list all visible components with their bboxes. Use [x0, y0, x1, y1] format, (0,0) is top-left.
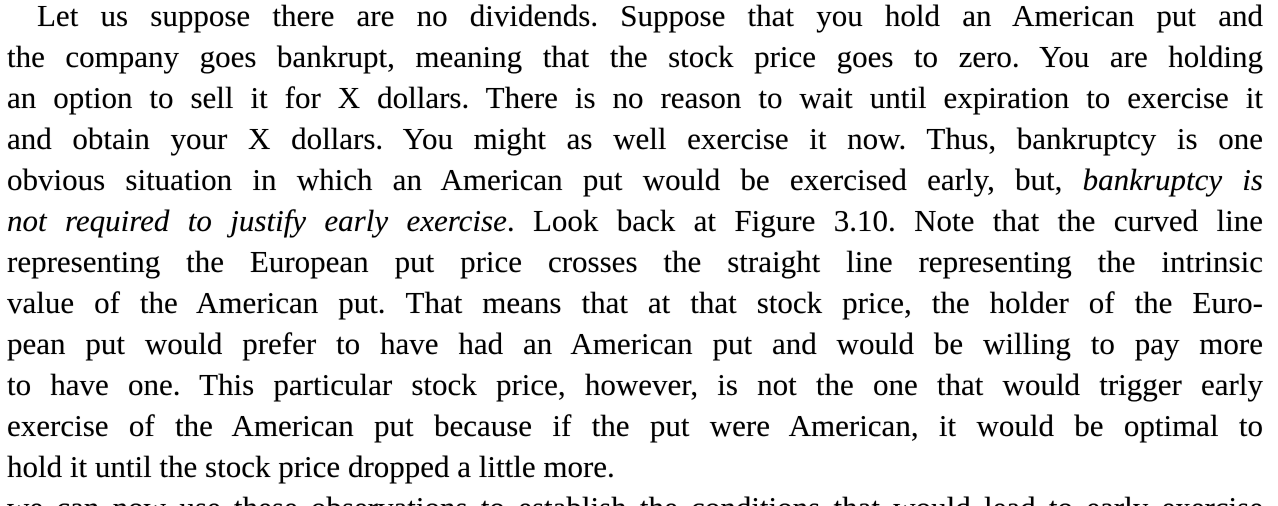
highlighted-text-line: hold it until the stock price dropped a … [7, 446, 1263, 487]
highlighted-text-segment: That means that at that stock price, the… [405, 285, 1263, 320]
highlighted-text-line: pean put would prefer to have had an Ame… [2, 323, 1273, 375]
text-line: value of the American put. That means th… [7, 282, 1263, 323]
text-segment: representing the European put price cros… [7, 244, 1263, 279]
highlighted-text-segment: exercise of the American put because if … [7, 408, 1263, 443]
text-segment: Let us suppose there are no dividends. S… [37, 0, 1263, 33]
text-line: Let us suppose there are no dividends. S… [7, 0, 1263, 36]
text-line: representing the European put price cros… [7, 241, 1263, 282]
text-segment: . Look back at Figure 3.10. Note that th… [506, 203, 1263, 238]
text-segment: obvious situation in which an American p… [7, 162, 1083, 197]
italic-text-segment: bankruptcy is [1082, 162, 1263, 197]
italic-text-segment: not required to justify early exercise [7, 203, 507, 238]
highlighted-text-line: to have one. This particular stock price… [2, 364, 1273, 416]
highlighted-text-segment: hold it until the stock price dropped a … [7, 449, 615, 484]
text-line: obvious situation in which an American p… [7, 159, 1263, 200]
text-line: not required to justify early exercise. … [7, 200, 1263, 241]
text-segment: we can now use these observations to est… [7, 490, 1263, 506]
text-line: and obtain your X dollars. You might as … [7, 118, 1263, 159]
highlighted-text-segment: to have one. This particular stock price… [7, 367, 1263, 402]
text-segment: and obtain your X dollars. You might as … [7, 121, 1263, 156]
text-line: an option to sell it for X dollars. Ther… [7, 77, 1263, 118]
highlighted-text-segment: pean put would prefer to have had an Ame… [7, 326, 1263, 361]
text-segment: the company goes bankrupt, meaning that … [7, 39, 1263, 74]
text-line: the company goes bankrupt, meaning that … [7, 36, 1263, 77]
text-segment: an option to sell it for X dollars. Ther… [7, 80, 1263, 115]
text-segment: value of the American put. [7, 285, 406, 320]
clipped-line: we can now use these observations to est… [7, 487, 1263, 506]
highlighted-text-line: exercise of the American put because if … [2, 405, 1273, 457]
